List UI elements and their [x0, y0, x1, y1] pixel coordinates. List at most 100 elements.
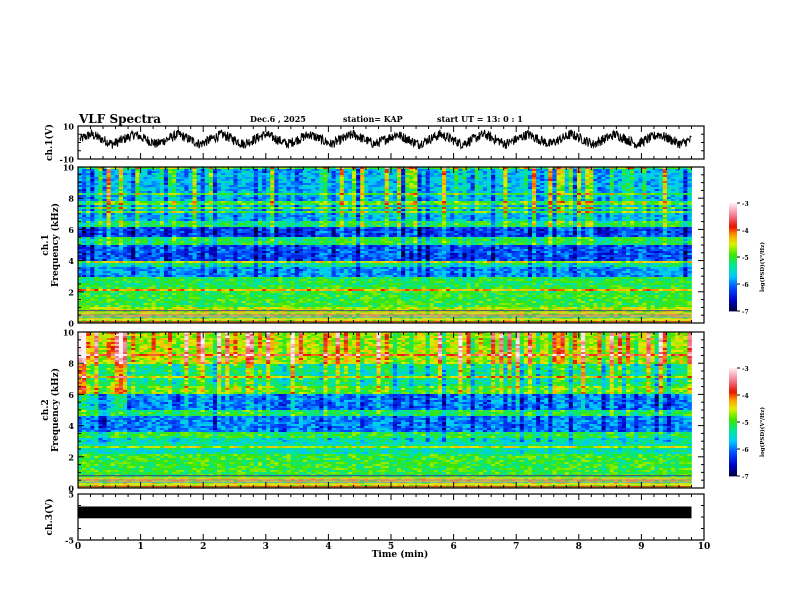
spectrogram-cell — [188, 183, 193, 186]
spectrogram-cell — [458, 181, 463, 184]
spectrogram-cell — [499, 173, 504, 176]
spectrogram-cell — [217, 167, 222, 170]
spectrogram-cell — [585, 195, 590, 198]
spectrogram-cell — [486, 185, 492, 188]
spectrogram-cell — [388, 179, 394, 182]
spectrogram-cell — [446, 205, 451, 208]
spectrogram-cell — [245, 201, 251, 204]
spectrogram-cell — [274, 179, 279, 182]
spectrogram-cell — [347, 181, 353, 184]
spectrogram-cell — [217, 181, 222, 184]
spectrogram-cell — [613, 205, 619, 208]
spectrogram-cell — [409, 173, 414, 176]
spectrogram-cell — [135, 187, 140, 190]
spectrogram-cell — [478, 205, 484, 208]
spectrogram-cell — [364, 175, 369, 178]
spectrogram-cell — [630, 197, 635, 200]
spectrogram-cell — [245, 197, 251, 200]
spectrogram-cell — [548, 185, 553, 188]
spectrogram-cell — [642, 203, 647, 206]
spectrogram-cell — [650, 173, 656, 176]
spectrogram-cell — [176, 185, 181, 188]
spectrogram-cell — [270, 167, 275, 170]
spectrogram-cell — [429, 177, 435, 180]
spectrogram-cell — [433, 191, 439, 194]
spectrogram-cell — [180, 205, 185, 208]
spectrogram-cell — [458, 191, 463, 194]
spectrogram-cell — [392, 181, 398, 184]
spectrogram-cell — [114, 193, 120, 196]
spectrogram-cell — [155, 173, 161, 176]
spectrogram-cell — [241, 201, 247, 204]
spectrogram-cell — [605, 185, 611, 188]
spectrogram-cell — [515, 191, 521, 194]
spectrogram-cell — [257, 197, 263, 200]
spectrogram-cell — [630, 177, 635, 180]
spectrogram-cell — [274, 193, 279, 196]
spectrogram-cell — [102, 185, 108, 188]
spectrogram-cell — [601, 193, 606, 196]
spectrogram-cell — [671, 193, 676, 196]
spectrogram-cell — [666, 185, 672, 188]
spectrogram-cell — [307, 191, 312, 194]
spectrogram-cell — [527, 183, 533, 186]
spectrogram-cell — [646, 203, 651, 206]
spectrogram-cell — [560, 197, 566, 200]
spectrogram-cell — [658, 191, 664, 194]
spectrogram-cell — [335, 183, 341, 186]
spectrogram-cell — [315, 191, 320, 194]
spectrogram-cell — [409, 169, 414, 172]
spectrogram-cell — [482, 179, 488, 182]
spectrogram-cell — [384, 185, 390, 188]
spectrogram-cell — [544, 199, 549, 202]
spectrogram-cell — [311, 181, 316, 184]
spectrogram-cell — [290, 205, 296, 208]
spectrogram-cell — [482, 191, 488, 194]
spectrogram-cell — [106, 177, 112, 180]
spectrogram-cell — [470, 179, 476, 182]
spectrogram-cell — [527, 191, 533, 194]
spectrogram-cell — [274, 203, 279, 206]
spectrogram-cell — [347, 193, 353, 196]
spectrogram-cell — [302, 173, 308, 176]
spectrogram-cell — [188, 193, 193, 196]
spectrogram-cell — [131, 185, 136, 188]
spectrogram-cell — [519, 195, 525, 198]
spectrogram-cell — [192, 201, 198, 204]
spectrogram-cell — [127, 207, 132, 210]
spectrogram-cell — [401, 179, 406, 182]
spectrogram-cell — [364, 199, 369, 202]
spectrogram-cell — [339, 183, 345, 186]
spectrogram-cell — [286, 203, 292, 206]
spectrogram-cell — [581, 183, 586, 186]
spectrogram-cell — [576, 185, 582, 188]
spectrogram-cell — [155, 167, 161, 170]
spectrogram-cell — [597, 179, 602, 182]
spectrogram-cell — [409, 177, 414, 180]
spectrogram-cell — [331, 201, 337, 204]
spectrogram-cell — [433, 207, 439, 210]
spectrogram-cell — [315, 175, 320, 178]
spectrogram-cell — [237, 199, 242, 202]
spectrogram-cell — [568, 199, 574, 202]
spectrogram-cell — [572, 173, 578, 176]
spectrogram-cell — [118, 169, 124, 172]
spectrogram-cell — [397, 189, 402, 192]
spectrogram-cell — [343, 185, 349, 188]
spectrogram-cell — [617, 203, 623, 206]
spectrogram-cell — [286, 193, 292, 196]
spectrogram-cell — [122, 167, 128, 170]
spectrogram-cell — [159, 169, 165, 172]
spectrogram-cell — [556, 175, 561, 178]
spectrogram-cell — [110, 205, 116, 208]
spectrogram-cell — [626, 169, 631, 172]
spectrogram-cell — [82, 205, 87, 208]
spectrogram-cell — [127, 175, 132, 178]
spectrogram-cell — [675, 201, 680, 204]
spectrogram-cell — [397, 181, 402, 184]
spectrogram-cell — [433, 197, 439, 200]
spectrogram-cell — [397, 173, 402, 176]
spectrogram-cell — [421, 195, 427, 198]
spectrogram-cell — [245, 189, 251, 192]
spectrogram-cell — [188, 191, 193, 194]
